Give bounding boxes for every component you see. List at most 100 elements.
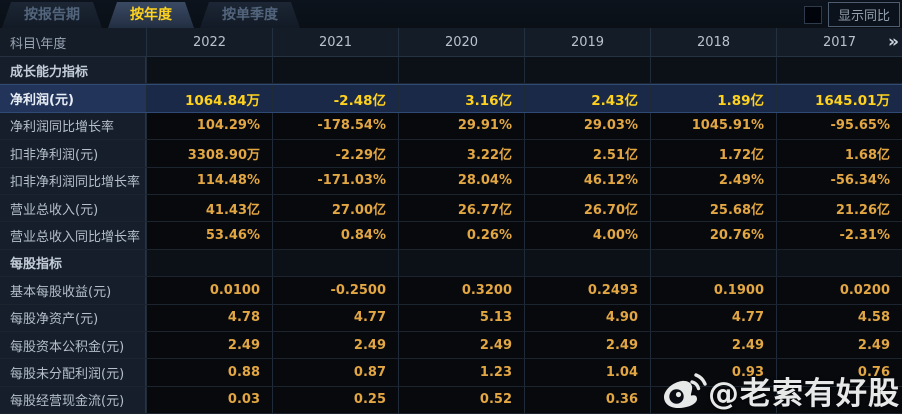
cell-value: 28.04% xyxy=(398,167,524,194)
year-header-2022[interactable]: 2022 xyxy=(146,28,272,56)
cell-value: -0.2500 xyxy=(272,277,398,304)
cell-value xyxy=(650,249,776,277)
cell-value: -2.48亿 xyxy=(272,85,398,112)
cell-value: 4.90 xyxy=(524,304,650,331)
row-label: 每股资本公积金(元) xyxy=(0,331,146,359)
cell-value: 0.0200 xyxy=(776,277,902,304)
table-row[interactable]: 营业总收入(元) 41.43亿 27.00亿 26.77亿 26.70亿 25.68亿 21… xyxy=(0,194,902,223)
cell-value: 114.48% xyxy=(146,167,272,194)
cell-value: 1.89亿 xyxy=(650,85,776,112)
cell-value xyxy=(776,57,902,84)
cell-value: 2.49 xyxy=(650,331,776,359)
table-row[interactable]: 扣非净利润同比增长率 114.48% -171.03% 28.04% 46.12% 2.4… xyxy=(0,167,902,195)
year-header-2019[interactable]: 2019 xyxy=(524,28,650,56)
table-header-row: 科目\年度 2022 2021 2020 2019 2018 2017» xyxy=(0,28,902,57)
cell-value xyxy=(776,249,902,277)
cell-value: 41.43亿 xyxy=(146,194,272,222)
table-row[interactable]: 每股资本公积金(元) 2.49 2.49 2.49 2.49 2.49 2.49 xyxy=(0,331,902,360)
cell-value: 0.3200 xyxy=(398,277,524,304)
cell-value: 2.43亿 xyxy=(524,85,650,112)
year-header-2017[interactable]: 2017 xyxy=(776,28,902,56)
cell-value: 2.49 xyxy=(398,331,524,359)
financial-indicators-table: 科目\年度 2022 2021 2020 2019 2018 2017» 成长能力指标 净利… xyxy=(0,28,902,414)
year-header-2018[interactable]: 2018 xyxy=(650,28,776,56)
cell-value: -171.03% xyxy=(272,167,398,194)
year-header-2020[interactable]: 2020 xyxy=(398,28,524,56)
cell-value: 29.91% xyxy=(398,112,524,140)
table-body: 成长能力指标 净利润(元) 1064.84万 -2.48亿 3.16亿 2.43亿 1.89… xyxy=(0,57,902,414)
cell-value: 0.93 xyxy=(650,359,776,386)
cell-value xyxy=(650,57,776,84)
cell-value xyxy=(650,386,776,414)
cell-value: 20.76% xyxy=(650,222,776,249)
cell-value xyxy=(272,57,398,84)
cell-value: -56.34% xyxy=(776,167,902,194)
cell-value xyxy=(398,249,524,277)
cell-value: 3.22亿 xyxy=(398,140,524,167)
row-label: 营业总收入同比增长率 xyxy=(0,222,146,249)
table-row[interactable]: 营业总收入同比增长率 53.46% 0.84% 0.26% 4.00% 20.76% -2.… xyxy=(0,222,902,250)
cell-value: -95.65% xyxy=(776,112,902,140)
cell-value: 2.49 xyxy=(776,331,902,359)
cell-value: 0.84% xyxy=(272,222,398,249)
cell-value: 3308.90万 xyxy=(146,140,272,167)
cell-value: 0.0100 xyxy=(146,277,272,304)
cell-value: 5.13 xyxy=(398,304,524,331)
row-label: 基本每股收益(元) xyxy=(0,277,146,304)
table-row[interactable]: 每股净资产(元) 4.78 4.77 5.13 4.90 4.77 4.58 xyxy=(0,304,902,332)
cell-value: 1.23 xyxy=(398,359,524,386)
cell-value: 0.36 xyxy=(524,386,650,414)
table-row[interactable]: 基本每股收益(元) 0.0100 -0.2500 0.3200 0.2493 0.1900… xyxy=(0,277,902,305)
cell-value xyxy=(146,249,272,277)
table-row[interactable]: 每股未分配利润(元) 0.88 0.87 1.23 1.04 0.93 0.76 xyxy=(0,359,902,387)
cell-value: 4.77 xyxy=(650,304,776,331)
cell-value: 4.58 xyxy=(776,304,902,331)
cell-value: 0.25 xyxy=(272,386,398,414)
section-header-row: 每股指标 xyxy=(0,249,902,278)
cell-value: 2.49 xyxy=(524,331,650,359)
period-tabs-bar: 按报告期 按年度 按单季度 显示同比 xyxy=(0,0,902,28)
cell-value: 1645.01万 xyxy=(776,85,902,112)
row-label: 净利润(元) xyxy=(0,85,146,112)
cell-value: 26.70亿 xyxy=(524,194,650,222)
cell-value: 0.52 xyxy=(398,386,524,414)
row-label: 每股指标 xyxy=(0,249,146,277)
show-yoy-label[interactable]: 显示同比 xyxy=(827,2,900,27)
cell-value: 2.49% xyxy=(650,167,776,194)
cell-value: 3.16亿 xyxy=(398,85,524,112)
cell-value: 21.26亿 xyxy=(776,194,902,222)
cell-value: 1.04 xyxy=(524,359,650,386)
cell-value: 46.12% xyxy=(524,167,650,194)
cell-value: 1.72亿 xyxy=(650,140,776,167)
cell-value: 1045.91% xyxy=(650,112,776,140)
row-label: 净利润同比增长率 xyxy=(0,112,146,140)
cell-value xyxy=(398,57,524,84)
cell-value: 2.51亿 xyxy=(524,140,650,167)
corner-header-subject-year: 科目\年度 xyxy=(10,36,67,52)
tab-by-report-period[interactable]: 按报告期 xyxy=(2,2,102,28)
cell-value: 0.87 xyxy=(272,359,398,386)
row-label: 每股净资产(元) xyxy=(0,304,146,331)
cell-value xyxy=(524,57,650,84)
year-header-2021[interactable]: 2021 xyxy=(272,28,398,56)
table-row[interactable]: 每股经营现金流(元) 0.03 0.25 0.52 0.36 xyxy=(0,386,902,414)
row-label: 扣非净利润同比增长率 xyxy=(0,167,146,194)
cell-value: 29.03% xyxy=(524,112,650,140)
row-label: 每股未分配利润(元) xyxy=(0,359,146,386)
table-row[interactable]: 净利润(元) 1064.84万 -2.48亿 3.16亿 2.43亿 1.89亿 1645.… xyxy=(0,84,902,113)
section-header-row: 成长能力指标 xyxy=(0,57,902,85)
cell-value xyxy=(272,249,398,277)
cell-value xyxy=(524,249,650,277)
table-row[interactable]: 净利润同比增长率 104.29% -178.54% 29.91% 29.03% 1045.… xyxy=(0,112,902,141)
cell-value: 0.2493 xyxy=(524,277,650,304)
tab-by-year[interactable]: 按年度 xyxy=(108,2,194,28)
row-label: 扣非净利润(元) xyxy=(0,140,146,167)
cell-value xyxy=(146,57,272,84)
cell-value: 53.46% xyxy=(146,222,272,249)
table-row[interactable]: 扣非净利润(元) 3308.90万 -2.29亿 3.22亿 2.51亿 1.72亿 1.6… xyxy=(0,140,902,168)
show-yoy-checkbox[interactable] xyxy=(803,6,822,24)
cell-value: 27.00亿 xyxy=(272,194,398,222)
cell-value: 4.78 xyxy=(146,304,272,331)
more-years-icon[interactable]: » xyxy=(888,32,899,52)
tab-by-quarter[interactable]: 按单季度 xyxy=(200,2,300,28)
